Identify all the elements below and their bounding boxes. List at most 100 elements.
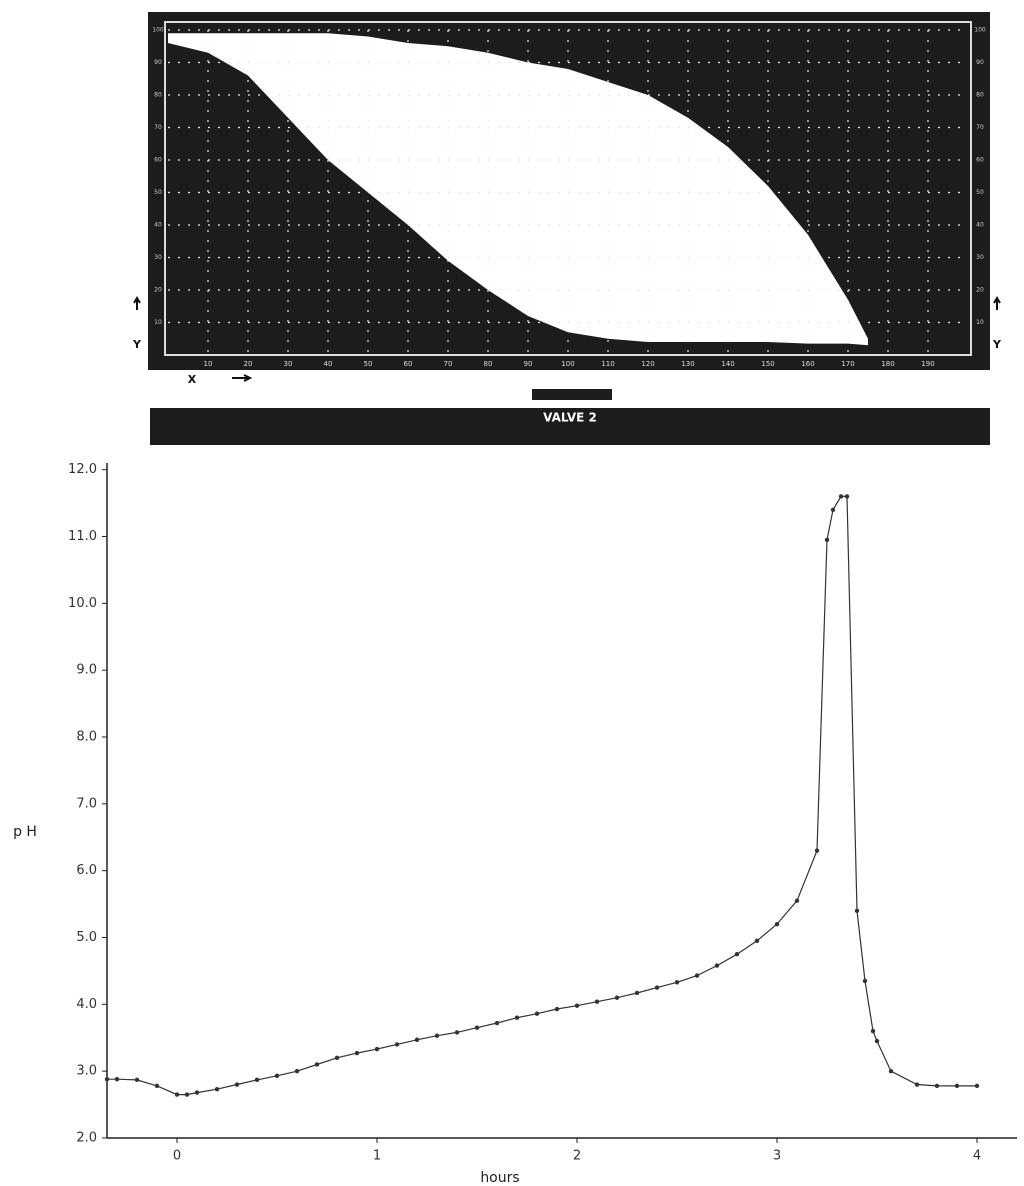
data-point — [695, 973, 699, 977]
y-axis-label: p H — [13, 824, 37, 840]
y-arrow — [134, 298, 140, 310]
y-tick-label: 2.0 — [76, 1131, 97, 1146]
data-point — [315, 1062, 319, 1066]
data-point — [863, 979, 867, 983]
x-tick-label: 80 — [484, 360, 493, 368]
y-tick-label: 60 — [154, 157, 162, 164]
ph-line — [107, 496, 977, 1094]
data-point — [295, 1069, 299, 1073]
data-point — [415, 1038, 419, 1042]
x-tick-label: 50 — [364, 360, 373, 368]
data-point — [839, 494, 843, 498]
data-point — [255, 1078, 259, 1082]
data-point — [175, 1092, 179, 1096]
y-tick-label: 9.0 — [76, 663, 97, 678]
x-arrow — [232, 375, 250, 381]
x-tick-label: 130 — [681, 360, 694, 368]
x-tick-label: 170 — [841, 360, 854, 368]
data-point — [185, 1092, 189, 1096]
data-point — [735, 952, 739, 956]
x-tick-label: 4 — [973, 1149, 981, 1164]
data-point — [105, 1077, 109, 1081]
y-tick-label: 30 — [154, 254, 162, 261]
instrument-tag — [532, 389, 612, 400]
figure: VALVE 2 X Y Y p H hours 1020304050607080… — [0, 0, 1024, 1186]
data-point — [435, 1034, 439, 1038]
y-tick-label: 10.0 — [68, 596, 97, 611]
data-point — [935, 1084, 939, 1088]
y-tick-label-right: 50 — [976, 189, 984, 196]
data-point — [375, 1047, 379, 1051]
data-point — [535, 1011, 539, 1015]
x-tick-label: 20 — [244, 360, 253, 368]
x-tick-label: 100 — [561, 360, 574, 368]
y-tick-label: 10 — [154, 319, 162, 326]
x-tick-label: 90 — [524, 360, 533, 368]
data-point — [871, 1029, 875, 1033]
x-tick-label: 180 — [881, 360, 894, 368]
x-tick-label: 120 — [641, 360, 654, 368]
display-title: VALVE 2 — [543, 411, 597, 425]
y-tick-label: 5.0 — [76, 930, 97, 945]
data-point — [215, 1087, 219, 1091]
data-point — [115, 1077, 119, 1081]
data-point — [855, 909, 859, 913]
data-point — [875, 1039, 879, 1043]
x-tick-label: 190 — [921, 360, 934, 368]
y-axis-label: Y — [132, 338, 142, 351]
y-tick-label-right: 100 — [974, 27, 986, 34]
y-tick-label: 12.0 — [68, 462, 97, 477]
data-point — [235, 1082, 239, 1086]
y-tick-label: 40 — [154, 222, 162, 229]
data-point — [815, 848, 819, 852]
x-tick-label: 10 — [204, 360, 213, 368]
data-point — [475, 1026, 479, 1030]
y-tick-label: 50 — [154, 189, 162, 196]
x-axis-label: X — [188, 373, 197, 386]
x-tick-label: 140 — [721, 360, 734, 368]
data-point — [825, 538, 829, 542]
data-point — [915, 1082, 919, 1086]
data-point — [455, 1030, 459, 1034]
y-axis-label-right: Y — [992, 338, 1002, 351]
y-tick-label: 6.0 — [76, 863, 97, 878]
x-tick-label: 150 — [761, 360, 774, 368]
x-tick-label: 70 — [444, 360, 453, 368]
data-point — [795, 899, 799, 903]
data-point — [889, 1069, 893, 1073]
data-point — [335, 1056, 339, 1060]
x-tick-label: 60 — [404, 360, 413, 368]
data-point — [755, 939, 759, 943]
data-point — [831, 508, 835, 512]
y-tick-label-right: 70 — [976, 124, 984, 131]
data-point — [575, 1003, 579, 1007]
x-tick-label: 40 — [324, 360, 333, 368]
data-point — [395, 1042, 399, 1046]
data-point — [195, 1090, 199, 1094]
data-point — [615, 995, 619, 999]
data-point — [495, 1021, 499, 1025]
y-tick-label: 11.0 — [68, 529, 97, 544]
data-point — [715, 963, 719, 967]
y-tick-label-right: 80 — [976, 92, 984, 99]
y-tick-label-right: 60 — [976, 157, 984, 164]
y-tick-label: 3.0 — [76, 1064, 97, 1079]
data-point — [655, 985, 659, 989]
y-tick-label-right: 20 — [976, 287, 984, 294]
y-tick-label: 90 — [154, 59, 162, 66]
y-tick-label-right: 30 — [976, 254, 984, 261]
y-arrow-right — [994, 298, 1000, 310]
x-tick-label: 30 — [284, 360, 293, 368]
data-point — [635, 991, 639, 995]
y-tick-label: 7.0 — [76, 796, 97, 811]
data-point — [955, 1084, 959, 1088]
data-point — [675, 980, 679, 984]
data-point — [775, 922, 779, 926]
y-tick-label: 4.0 — [76, 997, 97, 1012]
data-point — [155, 1084, 159, 1088]
x-tick-label: 160 — [801, 360, 814, 368]
data-point — [845, 494, 849, 498]
y-tick-label: 70 — [154, 124, 162, 131]
y-tick-label: 8.0 — [76, 730, 97, 745]
x-tick-label: 0 — [173, 1149, 181, 1164]
